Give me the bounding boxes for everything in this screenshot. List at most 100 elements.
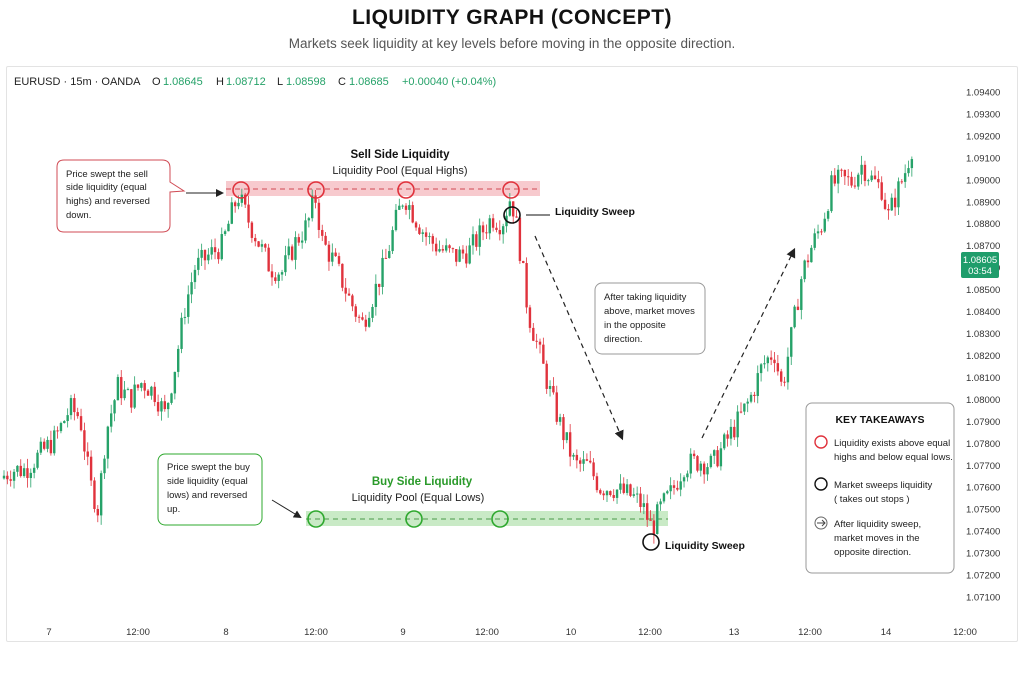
bearish-candle: [776, 363, 780, 372]
arrow-circle-icon: [814, 516, 828, 530]
bearish-candle: [877, 178, 880, 183]
callout-middle-box: [594, 282, 706, 355]
bearish-candle: [317, 202, 321, 230]
takeaway-item-3: After liquidity sweep, market moves in t…: [834, 519, 924, 558]
bullish-candle: [223, 231, 227, 235]
callout-sell-text: Price swept the sell side liquidity (equ…: [66, 169, 153, 221]
bearish-candle: [853, 185, 857, 187]
bearish-candle: [552, 386, 555, 393]
bearish-candle: [203, 249, 207, 261]
bullish-candle: [903, 173, 907, 182]
x-tick-label: 12:00: [798, 627, 822, 638]
bearish-candle: [475, 234, 478, 247]
callout-sell-box: [56, 159, 186, 233]
bullish-candle: [679, 481, 682, 490]
bullish-candle: [836, 169, 840, 184]
bearish-candle: [783, 381, 786, 383]
bullish-candle: [160, 401, 163, 412]
bullish-candle: [706, 467, 709, 475]
sweep-label-bottom: Liquidity Sweep: [665, 540, 745, 552]
bullish-candle: [29, 472, 32, 479]
bearish-candle: [270, 271, 274, 278]
ohlc-high-value: 1.08712: [226, 76, 266, 88]
bearish-candle: [773, 359, 776, 364]
bullish-candle: [803, 260, 806, 280]
x-tick-label: 13: [729, 627, 740, 638]
callout-middle-line: in the opposite: [604, 320, 666, 331]
bearish-candle: [49, 439, 53, 454]
y-tick-label: 1.08200: [966, 351, 1000, 362]
bullish-candle: [46, 439, 49, 449]
bearish-candle: [575, 454, 579, 461]
x-tick-label: 10: [566, 627, 577, 638]
bearish-candle: [244, 194, 247, 205]
ohlc-symbol: EURUSD · 15m · OANDA: [14, 76, 141, 88]
bullish-candle: [438, 249, 441, 252]
bearish-candle: [257, 241, 260, 247]
bullish-candle: [63, 421, 66, 424]
bullish-candle: [548, 386, 552, 389]
buy-side-pool-label: Liquidity Pool (Equal Lows): [352, 492, 485, 504]
bearish-candle: [612, 495, 615, 498]
bearish-candle: [247, 204, 250, 223]
bearish-candle: [512, 201, 515, 217]
bearish-candle: [56, 430, 59, 432]
callout-buy-box: [157, 453, 263, 526]
bullish-candle: [709, 455, 713, 468]
bullish-candle: [763, 363, 766, 365]
takeaway-item-2: Market sweeps liquidity ( takes out stop…: [834, 480, 935, 505]
bullish-candle: [625, 484, 629, 493]
current-price-countdown: 03:54: [968, 266, 992, 277]
bearish-candle: [716, 450, 719, 467]
bearish-candle: [780, 371, 783, 382]
bullish-candle: [857, 174, 860, 187]
bearish-candle: [254, 237, 257, 242]
bullish-candle: [766, 357, 769, 364]
bearish-candle: [498, 229, 501, 235]
bullish-candle: [16, 465, 19, 472]
bearish-candle: [538, 341, 542, 345]
bullish-candle: [123, 389, 126, 399]
bullish-candle: [170, 393, 173, 403]
bullish-candle: [793, 306, 796, 328]
bullish-candle: [558, 417, 562, 422]
callout-buy-line: Price swept the buy: [167, 462, 250, 473]
bearish-candle: [434, 243, 438, 252]
bearish-candle: [364, 319, 367, 327]
bearish-candle: [562, 417, 565, 441]
bearish-candle: [873, 175, 877, 179]
bullish-candle: [508, 201, 512, 216]
callout-sell-line: down.: [66, 210, 91, 221]
bearish-candle: [555, 392, 558, 422]
equal-low-marker: [491, 510, 509, 528]
bearish-candle: [733, 426, 736, 438]
sweep-marker-top: [503, 206, 521, 224]
bearish-candle: [646, 503, 649, 520]
page-title: LIQUIDITY GRAPH (CONCEPT): [351, 6, 673, 29]
bullish-candle: [173, 371, 177, 394]
callout-middle-line: direction.: [604, 334, 643, 345]
y-tick-label: 1.07200: [966, 571, 1000, 582]
bullish-candle: [713, 450, 716, 456]
bearish-candle: [96, 508, 99, 516]
y-tick-label: 1.07600: [966, 483, 1000, 494]
bearish-candle: [465, 253, 468, 264]
callout-sell-line: highs) and reversed: [66, 196, 150, 207]
sweep-label-top: Liquidity Sweep: [555, 206, 635, 218]
bullish-candle: [682, 477, 686, 482]
bearish-candle: [702, 463, 706, 475]
move-up-arrow: [701, 247, 796, 439]
bearish-candle: [796, 306, 800, 310]
bullish-candle: [391, 230, 394, 252]
sweep-marker-bottom: [642, 533, 660, 551]
bearish-candle: [120, 377, 123, 399]
bullish-candle: [635, 493, 639, 495]
bearish-candle: [525, 263, 528, 308]
bearish-candle: [361, 317, 364, 320]
bearish-candle: [351, 295, 354, 307]
bullish-candle: [103, 458, 106, 474]
chart-panel[interactable]: [6, 66, 1018, 642]
y-tick-label: 1.08100: [966, 373, 1000, 384]
bearish-candle: [585, 459, 589, 461]
